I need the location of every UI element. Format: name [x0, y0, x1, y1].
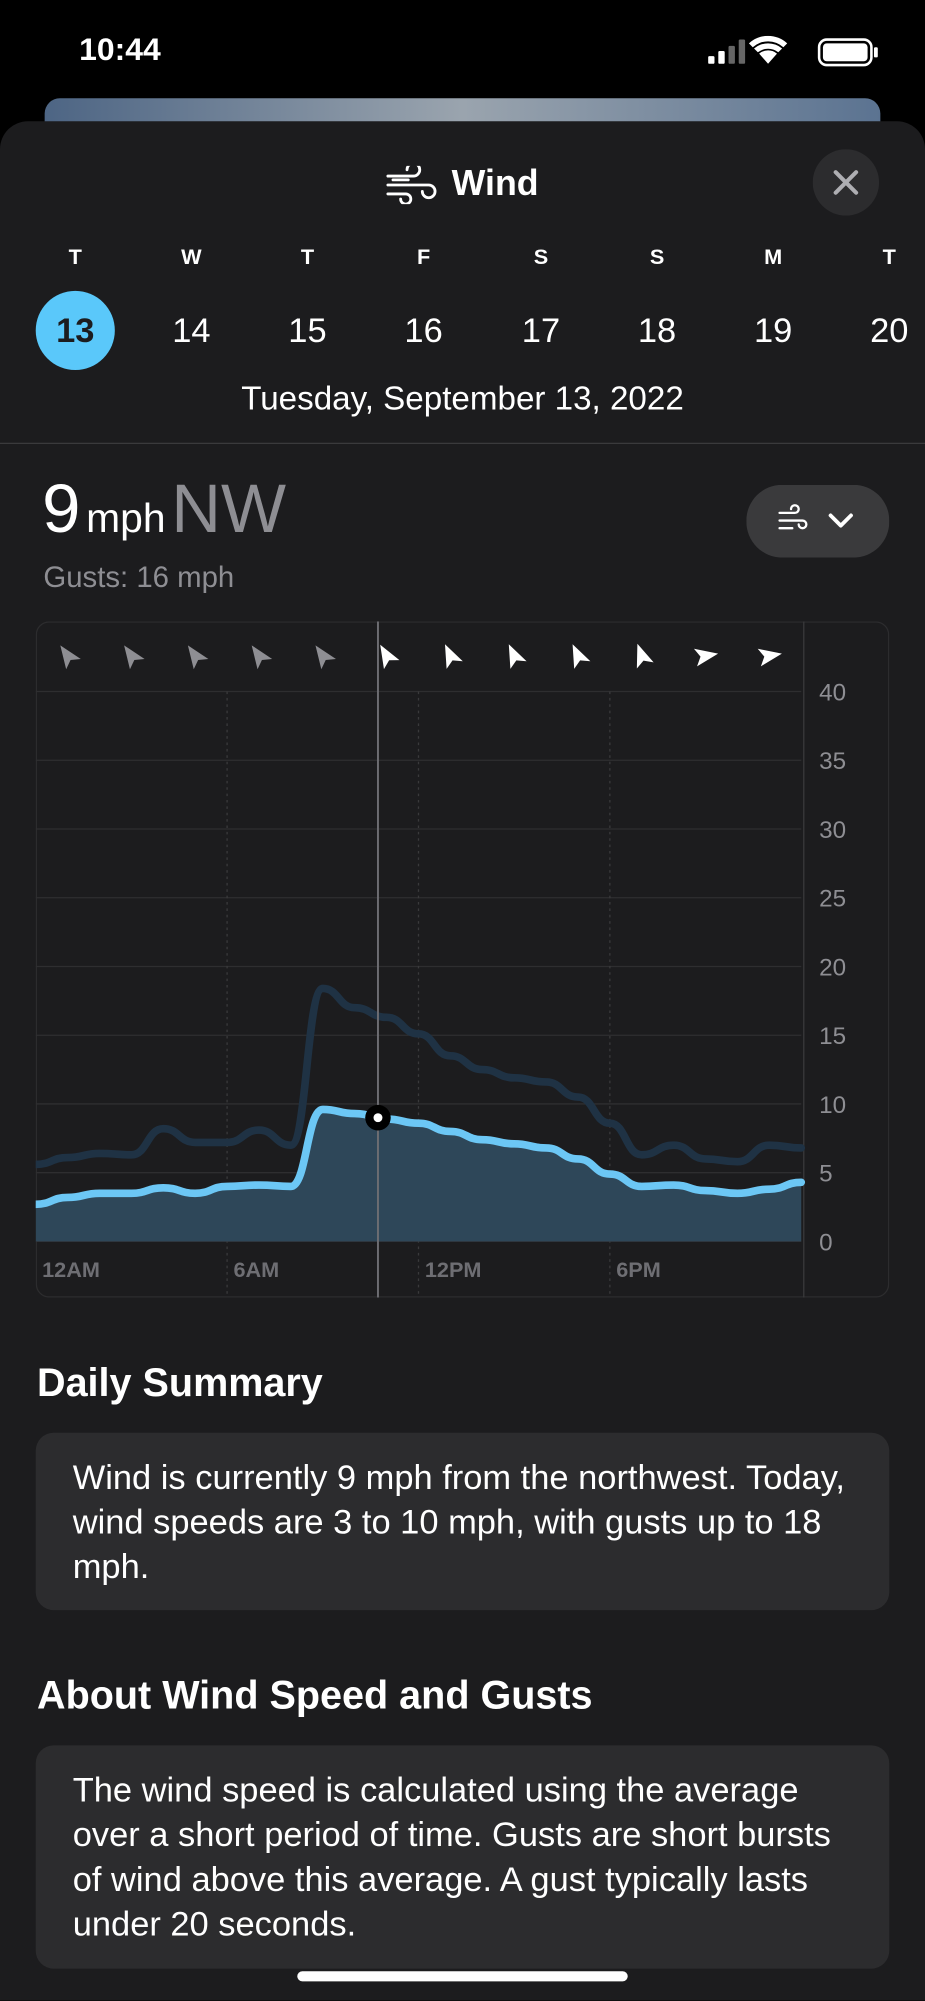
speed-line — [35, 1105, 806, 1209]
y-tick-label: 0 — [819, 1229, 832, 1256]
summary-title: Daily Summary — [36, 1360, 323, 1405]
current-wind: 9 mph NW — [42, 470, 286, 549]
weekday: M — [764, 244, 783, 270]
gust-line — [35, 984, 806, 1169]
x-tick-label: 6PM — [616, 1257, 661, 1282]
weekday: W — [181, 244, 202, 270]
sheet-title: Wind — [451, 163, 539, 203]
close-button[interactable] — [812, 149, 880, 216]
day-button[interactable]: 18 — [637, 311, 677, 350]
x-tick-label: 6AM — [233, 1257, 279, 1282]
direction-arrows — [60, 643, 782, 670]
summary-text: Wind is currently 9 mph from the northwe… — [72, 1458, 845, 1586]
status-icons — [708, 35, 878, 67]
about-text: The wind speed is calculated using the a… — [72, 1770, 831, 1944]
day-button[interactable]: 20 — [870, 311, 909, 350]
day-button[interactable]: 14 — [172, 311, 211, 350]
y-tick-label: 25 — [819, 886, 846, 913]
about-title: About Wind Speed and Gusts — [36, 1672, 593, 1718]
current-direction: NW — [171, 470, 287, 548]
current-marker-dot — [373, 1113, 383, 1123]
status-time: 10:44 — [79, 31, 161, 68]
weekday: F — [416, 244, 431, 270]
day-button[interactable]: 13 — [35, 290, 115, 370]
speed-area — [35, 1109, 802, 1242]
chart-frame — [35, 621, 890, 1298]
home-indicator — [297, 1971, 628, 1982]
wind-icon — [386, 165, 437, 205]
weekday: T — [300, 244, 315, 270]
weekday: S — [533, 244, 549, 270]
y-tick-label: 15 — [819, 1023, 846, 1050]
x-tick-label: 12PM — [425, 1257, 482, 1282]
weekday: T — [882, 244, 896, 270]
weekday: T — [68, 244, 82, 270]
day-button[interactable]: 17 — [521, 311, 561, 350]
day-button[interactable]: 19 — [753, 311, 793, 350]
wind-chart: 0 5 10 15 20 25 30 35 40 12AM 6AM 12PM 6PM — [35, 621, 890, 1298]
chart-selector[interactable] — [746, 484, 890, 558]
day-button[interactable]: 16 — [404, 311, 443, 350]
y-tick-label: 40 — [819, 679, 846, 706]
day-button[interactable]: 15 — [288, 311, 327, 350]
summary-card: Wind is currently 9 mph from the northwe… — [35, 1432, 890, 1611]
selected-date: Tuesday, September 13, 2022 — [241, 378, 684, 418]
weekday: S — [649, 244, 665, 270]
gusts: Gusts: 16 mph — [43, 560, 235, 594]
y-tick-label: 5 — [819, 1161, 832, 1188]
about-card: The wind speed is calculated using the a… — [35, 1745, 890, 1969]
current-speed: 9 — [42, 470, 81, 548]
y-tick-label: 20 — [819, 954, 846, 981]
separator — [0, 442, 925, 444]
y-tick-label: 35 — [819, 748, 846, 775]
y-tick-label: 10 — [819, 1092, 846, 1119]
y-tick-label: 30 — [819, 817, 846, 844]
current-unit: mph — [86, 495, 166, 541]
x-tick-label: 12AM — [42, 1257, 100, 1282]
